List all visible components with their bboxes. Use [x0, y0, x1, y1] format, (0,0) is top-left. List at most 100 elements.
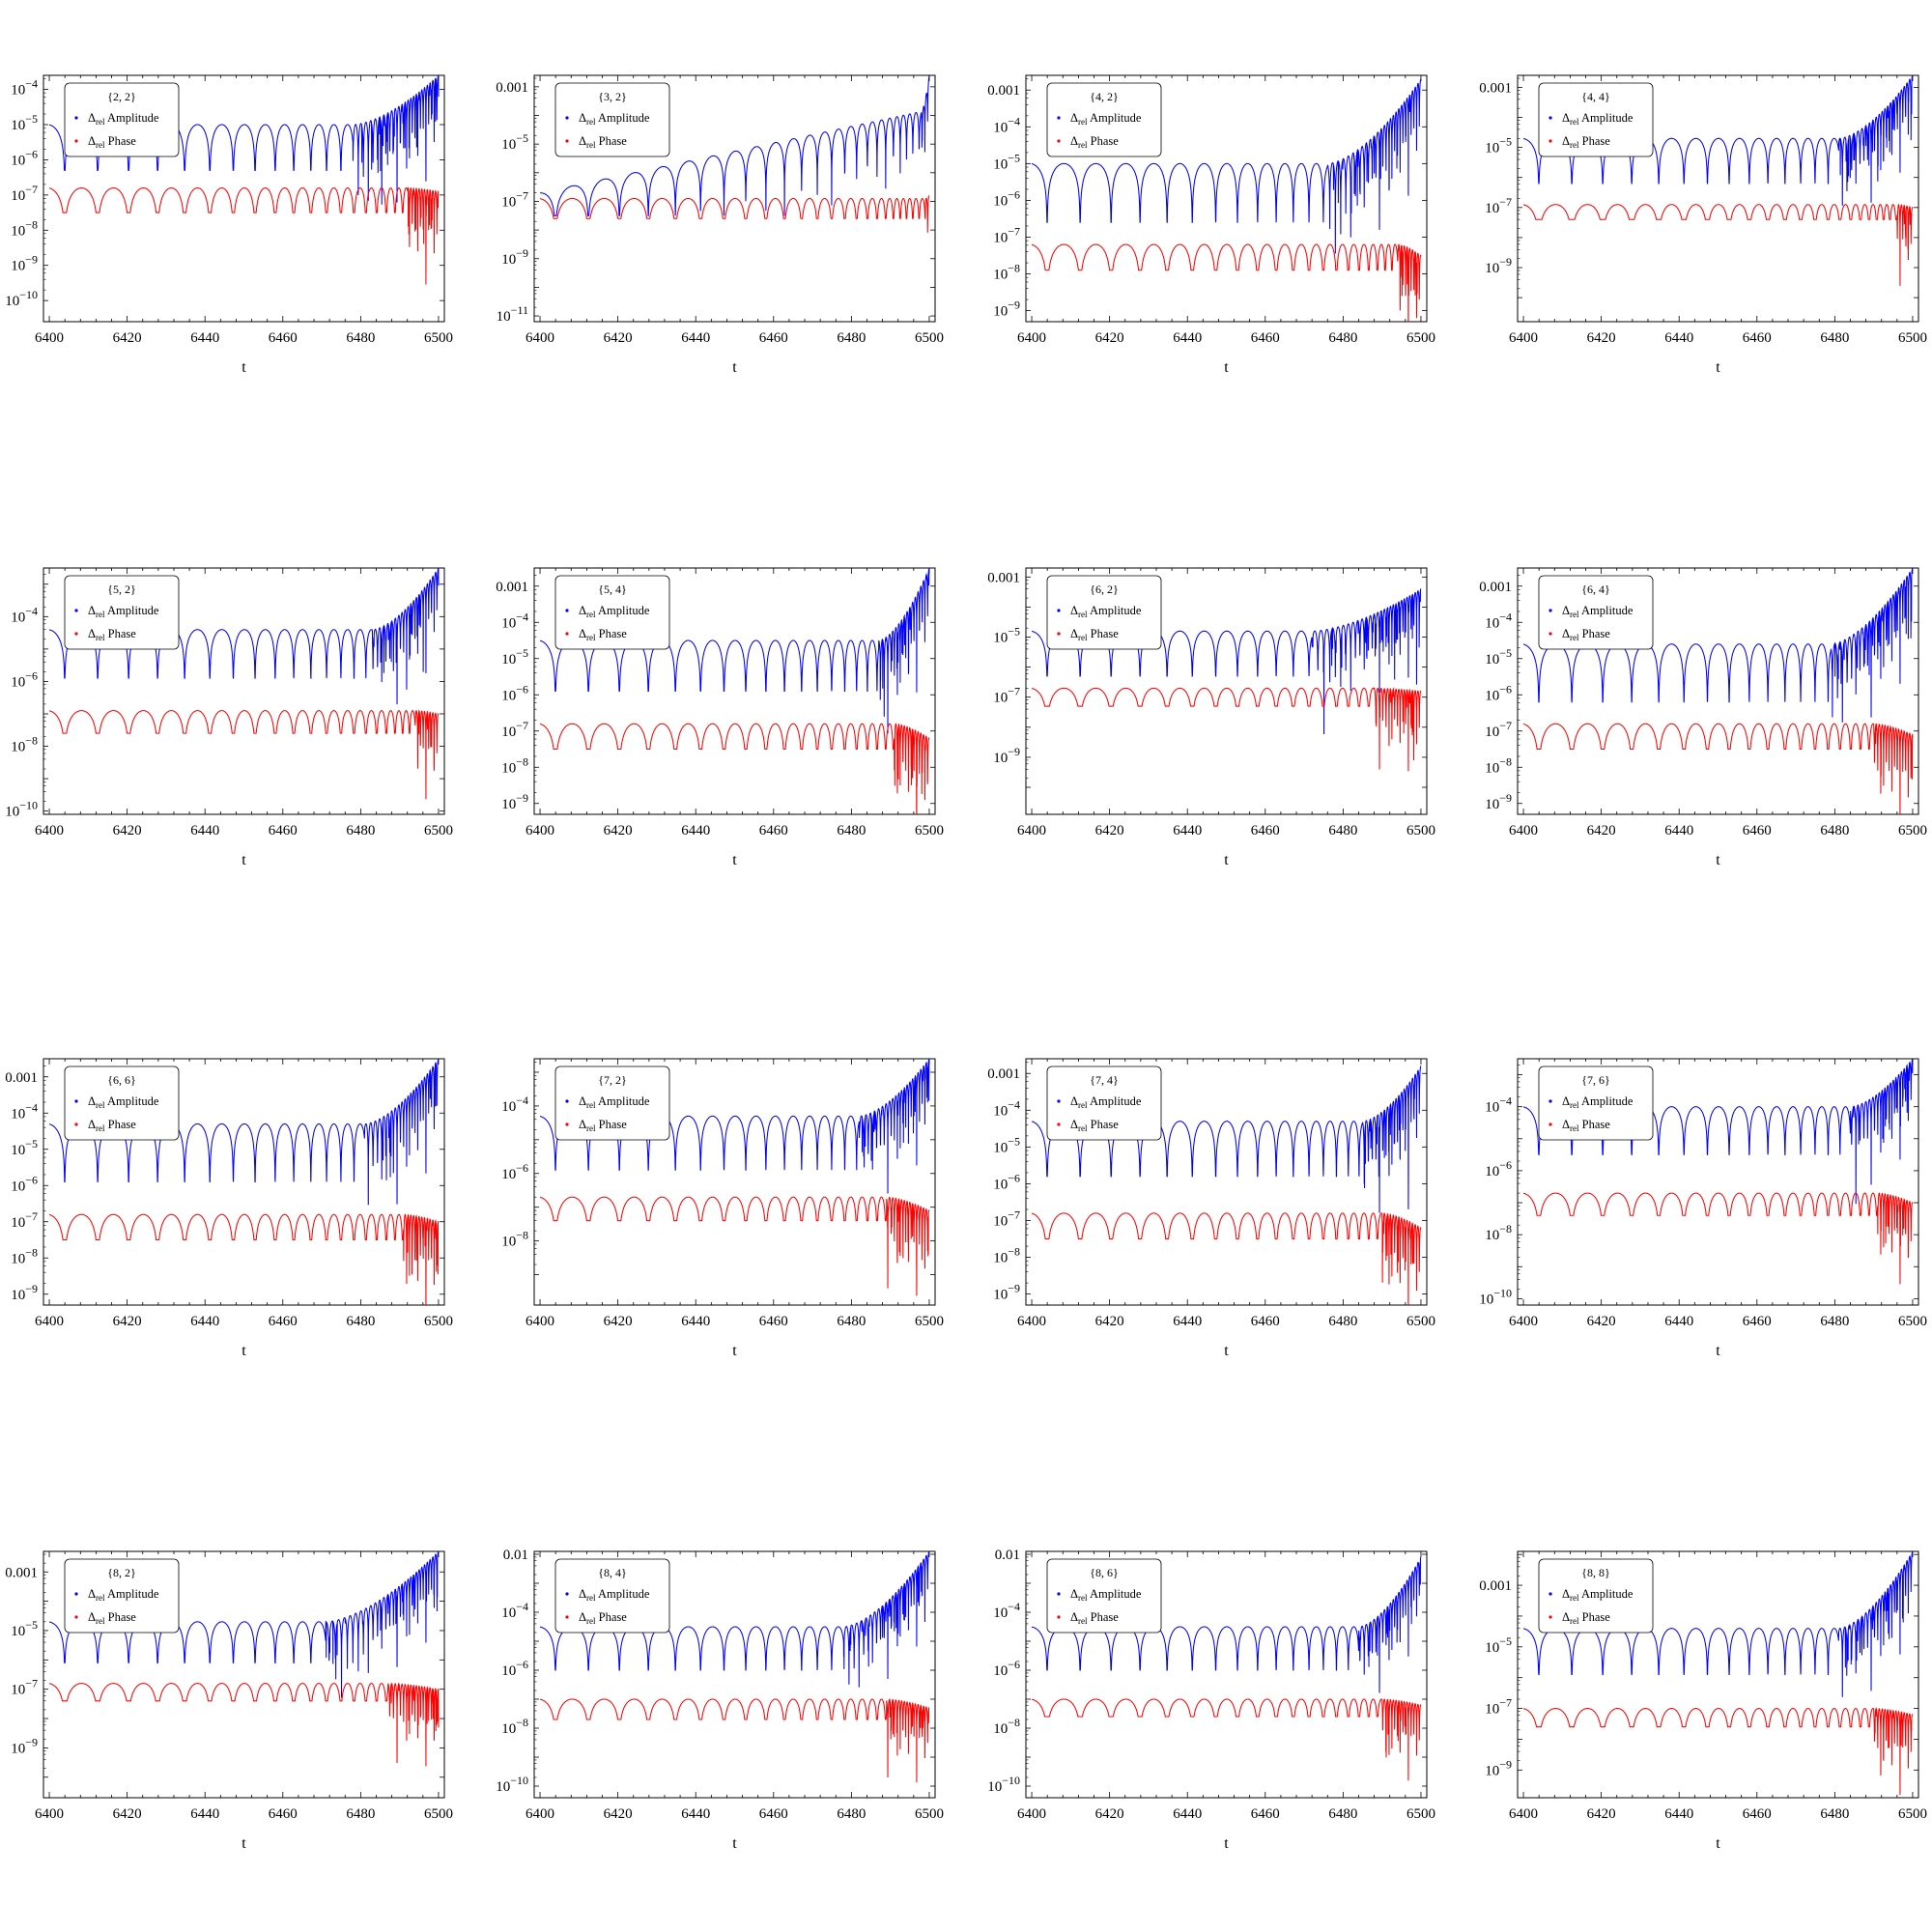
- y-tick-label: 10−4: [1485, 1094, 1512, 1116]
- phase-series-line: [48, 1682, 440, 1767]
- x-tick-label: 6420: [1587, 330, 1616, 346]
- y-tick-label: 10−7: [993, 1208, 1020, 1229]
- y-tick-label: 10−9: [993, 745, 1020, 766]
- x-tick-label: 6500: [1898, 1806, 1927, 1822]
- phase-legend-label: Δrel Phase: [579, 1118, 627, 1133]
- legend-box: [64, 1065, 180, 1141]
- legend-title: {5, 4}: [598, 582, 627, 596]
- chart-panel: 6400 6420 6440 6460 6480 6500 t 10−5 10−7 10−9 0.0…: [5, 1550, 453, 1852]
- x-tick-label: 6480: [1820, 1806, 1849, 1822]
- y-tick-label: 10−5: [11, 1137, 38, 1158]
- legend-title: {2, 2}: [107, 90, 136, 103]
- chart-panel: 6400 6420 6440 6460 6480 6500 t 10−4 10−5 10−6 10−…: [987, 74, 1435, 376]
- phase-series-line: [1031, 686, 1422, 772]
- amplitude-legend-label: Δrel Amplitude: [88, 1094, 159, 1110]
- x-tick-label: 6400: [35, 823, 64, 838]
- phase-legend-label: Δrel Phase: [1562, 134, 1610, 150]
- x-tick-label: 6400: [526, 1314, 554, 1329]
- x-tick-label: 6460: [759, 823, 788, 838]
- x-tick-label: 6440: [1664, 1314, 1693, 1329]
- y-tick-label: 0.001: [1479, 80, 1512, 96]
- y-tick-label: 10−9: [11, 1735, 38, 1756]
- phase-series-line: [48, 1213, 440, 1305]
- legend-title: {8, 8}: [1581, 1566, 1610, 1579]
- plot-frame: [1025, 1058, 1428, 1306]
- y-tick-label: 0.001: [1479, 1578, 1512, 1594]
- plot-frame: [43, 1058, 445, 1306]
- y-tick-label: 0.001: [496, 80, 528, 96]
- x-tick-label: 6500: [424, 823, 453, 838]
- plot-frame: [43, 1550, 445, 1799]
- y-tick-label: 10−8: [993, 262, 1020, 283]
- x-axis-label: t: [732, 359, 737, 376]
- amplitude-series-line: [1031, 78, 1422, 254]
- y-tick-label: 10−7: [1485, 1696, 1512, 1718]
- y-tick-label: 10−6: [11, 1173, 38, 1194]
- legend-title: {8, 2}: [107, 1566, 136, 1579]
- y-tick-label: 10−9: [1485, 255, 1512, 276]
- chart-panel: 6400 6420 6440 6460 6480 6500 t 10−5 10−7 10−9 0.0…: [1479, 74, 1927, 376]
- y-tick-label: 10−6: [501, 1161, 528, 1182]
- x-tick-label: 6460: [759, 1806, 788, 1822]
- y-tick-label: 10−6: [993, 187, 1020, 209]
- x-tick-label: 6400: [35, 1314, 64, 1329]
- chart-panel: 6400 6420 6440 6460 6480 6500 t 10−4 10−5 10−6 10−…: [5, 1058, 453, 1359]
- x-tick-label: 6500: [915, 823, 944, 838]
- chart-panel: 6400 6420 6440 6460 6480 6500 t 10−4 10−6 10−8 10−…: [5, 567, 453, 868]
- legend-box: [64, 1558, 180, 1634]
- y-tick-label: 10−5: [11, 1618, 38, 1639]
- y-tick-label: 0.001: [5, 1070, 38, 1086]
- legend-title: {8, 4}: [598, 1566, 627, 1579]
- y-tick-label: 10−11: [497, 303, 528, 325]
- plot-frame: [1517, 567, 1919, 815]
- amplitude-legend-marker: [1057, 116, 1061, 120]
- y-tick-label: 0.001: [987, 1066, 1020, 1082]
- x-axis-label: t: [1224, 359, 1229, 376]
- amplitude-legend-label: Δrel Amplitude: [88, 604, 159, 619]
- chart-panel: 6400 6420 6440 6460 6480 6500 t 10−5 10−7 10−9 0.0…: [987, 567, 1435, 868]
- legend-box: [554, 1558, 670, 1634]
- y-tick-label: 10−5: [501, 646, 528, 668]
- x-tick-label: 6460: [1743, 823, 1772, 838]
- x-tick-label: 6480: [346, 1314, 375, 1329]
- x-tick-label: 6500: [915, 1314, 944, 1329]
- x-tick-label: 6440: [190, 1806, 219, 1822]
- phase-legend-label: Δrel Phase: [1562, 1610, 1610, 1626]
- x-tick-label: 6480: [346, 823, 375, 838]
- y-tick-label: 0.001: [496, 580, 528, 595]
- x-tick-label: 6420: [604, 1806, 633, 1822]
- y-tick-label: 10−9: [1485, 791, 1512, 812]
- y-tick-label: 10−5: [1485, 1634, 1512, 1656]
- amplitude-legend-marker: [1548, 609, 1552, 612]
- phase-legend-marker: [565, 632, 569, 636]
- y-tick-label: 10−9: [1485, 1757, 1512, 1778]
- amplitude-legend-label: Δrel Amplitude: [1070, 1587, 1142, 1603]
- chart-panel: 6400 6420 6440 6460 6480 6500 t 10−4 10−6 10−8 10−…: [987, 1548, 1435, 1852]
- x-tick-label: 6500: [1406, 823, 1435, 838]
- x-tick-label: 6400: [35, 330, 64, 346]
- x-tick-label: 6460: [1251, 1806, 1280, 1822]
- chart-panel: 6400 6420 6440 6460 6480 6500 t 10−4 10−5 10−6 10−…: [1479, 567, 1927, 868]
- legend-title: {3, 2}: [598, 90, 627, 103]
- chart-panel: 6400 6420 6440 6460 6480 6500 t 10−4 10−5 10−6 10−…: [5, 74, 453, 376]
- x-tick-label: 6500: [424, 1314, 453, 1329]
- x-tick-label: 6480: [1328, 1314, 1357, 1329]
- y-tick-label: 10−6: [1485, 682, 1512, 703]
- y-tick-label: 10−6: [993, 1171, 1020, 1192]
- amplitude-legend-marker: [565, 116, 569, 120]
- y-tick-label: 10−7: [11, 183, 38, 204]
- y-tick-label: 10−5: [1485, 646, 1512, 668]
- x-tick-label: 6400: [526, 1806, 554, 1822]
- y-tick-label: 0.01: [503, 1548, 528, 1563]
- x-tick-label: 6500: [1406, 1806, 1435, 1822]
- y-tick-label: 10−9: [11, 253, 38, 274]
- y-tick-label: 10−9: [501, 791, 528, 812]
- y-tick-label: 10−8: [1485, 1222, 1512, 1243]
- phase-series-line: [1031, 1698, 1422, 1781]
- phase-legend-marker: [74, 139, 78, 143]
- chart-panel: 6400 6420 6440 6460 6480 6500 t 10−4 10−5 10−6 10−…: [987, 1058, 1435, 1359]
- y-tick-label: 10−8: [501, 754, 528, 776]
- legend-box: [64, 575, 180, 650]
- x-tick-label: 6440: [681, 1806, 710, 1822]
- y-tick-label: 0.001: [987, 83, 1020, 99]
